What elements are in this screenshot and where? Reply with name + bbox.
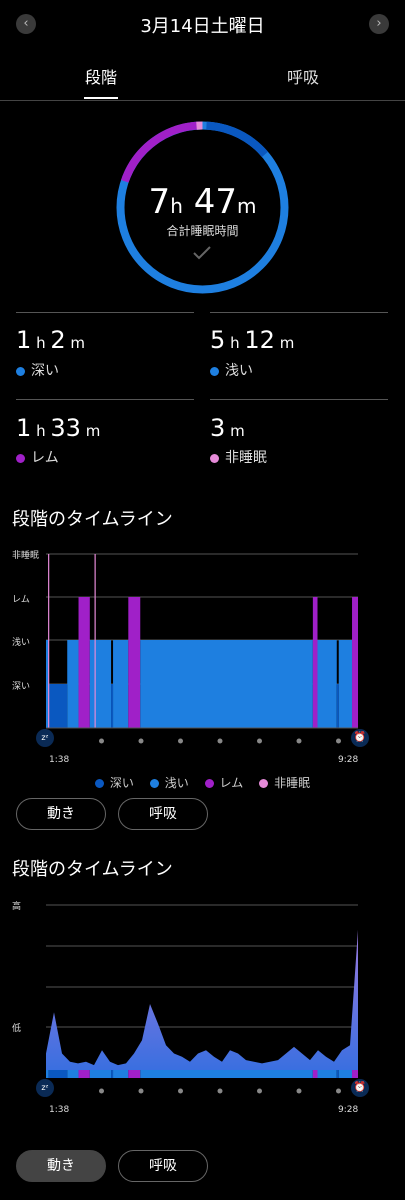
- ylabel-deep: 深い: [12, 682, 31, 692]
- time-dot: [257, 738, 262, 744]
- stage-segment: [336, 684, 339, 728]
- stat-deep-label: 深い: [16, 360, 59, 380]
- active-tab-indicator: [84, 97, 118, 99]
- stage-segment: [128, 597, 141, 728]
- stage-strip-segment: [336, 1070, 339, 1078]
- time-dot: [217, 1088, 223, 1094]
- motion-button[interactable]: 動き: [16, 798, 106, 830]
- total-sleep-time: 7h 47m: [148, 182, 257, 222]
- stage-strip-segment: [317, 1070, 337, 1078]
- motion-area: [46, 929, 358, 1070]
- stage-segment: [111, 684, 114, 728]
- rem-legend-icon: [204, 779, 214, 788]
- tab-stages[interactable]: 段階: [84, 68, 117, 87]
- stage-segment: [352, 597, 358, 728]
- time-dot: [257, 1088, 262, 1094]
- stage-strip-segment: [312, 1070, 318, 1078]
- alarm-icon: ⏰: [351, 729, 369, 747]
- end-time: 9:28: [338, 755, 359, 765]
- stage-strip-segment: [48, 1070, 68, 1078]
- end-time: 9:28: [338, 1105, 359, 1115]
- stage-strip-segment: [89, 1070, 112, 1078]
- prev-day-button[interactable]: ‹: [16, 14, 36, 34]
- stat-deep-value: 1 h 2 m: [16, 326, 86, 354]
- sleep-ring: [116, 121, 289, 294]
- stage-strip-segment: [46, 1070, 49, 1078]
- stage-segment: [338, 640, 353, 728]
- time-dot: [296, 738, 302, 744]
- breath-button[interactable]: 呼吸: [118, 798, 208, 830]
- light-legend-icon: [149, 779, 159, 788]
- stage-strip-segment: [128, 1070, 141, 1078]
- time-dot: [138, 738, 144, 744]
- stage-segment: [140, 640, 313, 728]
- sleep-start-icon: zᶻ: [36, 1079, 54, 1097]
- stage-strip-segment: [111, 1070, 114, 1078]
- divider: [210, 399, 388, 400]
- stat-light-value: 5 h 12 m: [210, 326, 295, 354]
- time-dot: [178, 1088, 183, 1094]
- ylabel-high: 高: [12, 902, 22, 912]
- motion-button-active[interactable]: 動き: [16, 1150, 106, 1182]
- check-icon: [193, 246, 211, 260]
- next-day-button[interactable]: ›: [369, 14, 389, 34]
- deep-legend-icon: [94, 779, 104, 788]
- stage-strip-segment: [113, 1070, 129, 1078]
- stage-strip-segment: [140, 1070, 313, 1078]
- time-dot: [99, 738, 104, 744]
- stat-awake-label: 非睡眠: [210, 447, 267, 467]
- ylabel-rem: レム: [12, 595, 30, 605]
- breath-button-2[interactable]: 呼吸: [118, 1150, 208, 1182]
- time-dot: [178, 738, 183, 744]
- awake-legend-icon: [259, 779, 269, 788]
- stage-segment: [46, 640, 49, 728]
- stage-strip-segment: [78, 1070, 90, 1078]
- tab-divider: [0, 100, 405, 101]
- total-sleep-label: 合計睡眠時間: [166, 224, 239, 238]
- motion-chart: [46, 904, 358, 1094]
- start-time: 1:38: [49, 1105, 70, 1115]
- deep-dot-icon: [16, 366, 25, 376]
- stage-segment: [67, 640, 79, 728]
- tab-breathing[interactable]: 呼吸: [286, 68, 319, 87]
- time-dot: [99, 1088, 104, 1094]
- stage-legend: 深い 浅い レム 非睡眠: [0, 774, 405, 791]
- alarm-icon: ⏰: [351, 1079, 369, 1097]
- time-dot: [296, 1088, 302, 1094]
- stage-segment: [78, 597, 90, 728]
- stage-strip-segment: [67, 1070, 79, 1078]
- time-dot: [336, 1088, 341, 1094]
- page-title: 3月14日土曜日: [140, 16, 265, 37]
- ylabel-low: 低: [12, 1024, 22, 1034]
- ylabel-awake: 非睡眠: [12, 551, 40, 561]
- divider: [16, 399, 194, 400]
- stage-strip-segment: [338, 1070, 353, 1078]
- timeline2-title: 段階のタイムライン: [12, 859, 173, 880]
- time-dot: [138, 1088, 144, 1094]
- stat-light-label: 浅い: [210, 360, 253, 380]
- stage-timeline-chart: [46, 553, 358, 744]
- start-time: 1:38: [49, 755, 70, 765]
- awake-dot-icon: [210, 453, 219, 463]
- stat-rem-value: 1 h 33 m: [16, 414, 101, 442]
- ylabel-light: 浅い: [12, 638, 31, 648]
- ring-awake: [116, 121, 289, 294]
- stage-segment: [312, 597, 318, 728]
- time-dot: [217, 738, 223, 744]
- stage-segment: [89, 640, 112, 728]
- sleep-start-icon: zᶻ: [36, 729, 54, 747]
- stage-segment: [113, 640, 129, 728]
- divider: [210, 312, 388, 313]
- divider: [16, 312, 194, 313]
- time-dot: [336, 738, 341, 744]
- timeline-title: 段階のタイムライン: [12, 509, 173, 530]
- stat-awake-value: 3 m: [210, 414, 245, 442]
- rem-dot-icon: [16, 453, 25, 463]
- light-dot-icon: [210, 366, 219, 376]
- stage-segment: [48, 684, 68, 728]
- stat-rem-label: レム: [16, 447, 59, 467]
- stage-segment: [317, 640, 337, 728]
- stage-strip-segment: [352, 1070, 358, 1078]
